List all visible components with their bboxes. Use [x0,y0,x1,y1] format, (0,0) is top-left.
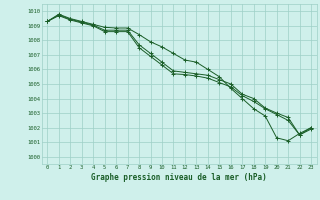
X-axis label: Graphe pression niveau de la mer (hPa): Graphe pression niveau de la mer (hPa) [91,173,267,182]
